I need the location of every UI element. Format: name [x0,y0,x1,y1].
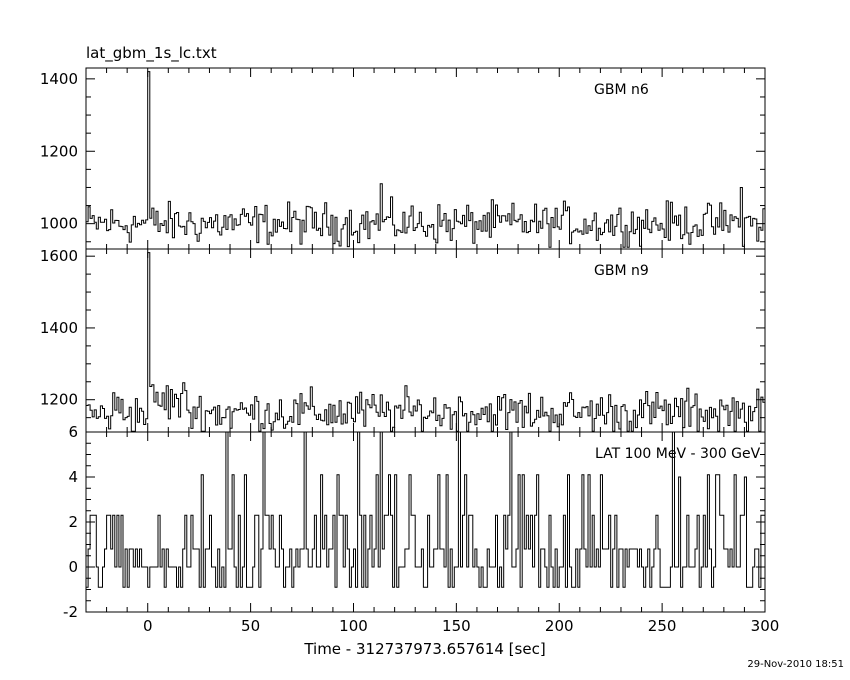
light-curve-series [86,431,765,588]
x-tick-label: 50 [241,617,260,635]
y-tick-label: 1200 [40,142,78,160]
light-curve-series [86,71,766,248]
panel-label: LAT 100 MeV - 300 GeV [595,446,761,462]
x-tick-label: 100 [339,617,368,635]
x-tick-label: 0 [143,617,153,635]
y-tick-label: 1600 [40,247,78,265]
y-tick-label: 6 [68,423,78,441]
figure-title: lat_gbm_1s_lc.txt [86,44,217,62]
panel-label: GBM n9 [594,263,649,279]
y-tick-label: 1200 [40,391,78,409]
x-tick-label: 150 [442,617,471,635]
x-tick-label: 250 [648,617,677,635]
light-curve-series [86,252,766,432]
panel-label: GBM n6 [594,82,649,98]
y-tick-label: 0 [68,558,78,576]
x-tick-label: 200 [545,617,574,635]
y-tick-label: 1400 [40,70,78,88]
y-tick-label: 1400 [40,319,78,337]
y-tick-label: 4 [68,468,78,486]
y-tick-label: 1000 [40,215,78,233]
x-axis-label: Time - 312737973.657614 [sec] [303,640,545,658]
y-tick-label: 2 [68,513,78,531]
timestamp-footer: 29-Nov-2010 18:51 [747,659,844,670]
panel-frame [85,248,766,433]
y-tick-label: -2 [63,603,78,621]
panel-frame [85,67,766,250]
x-tick-label: 300 [751,617,780,635]
